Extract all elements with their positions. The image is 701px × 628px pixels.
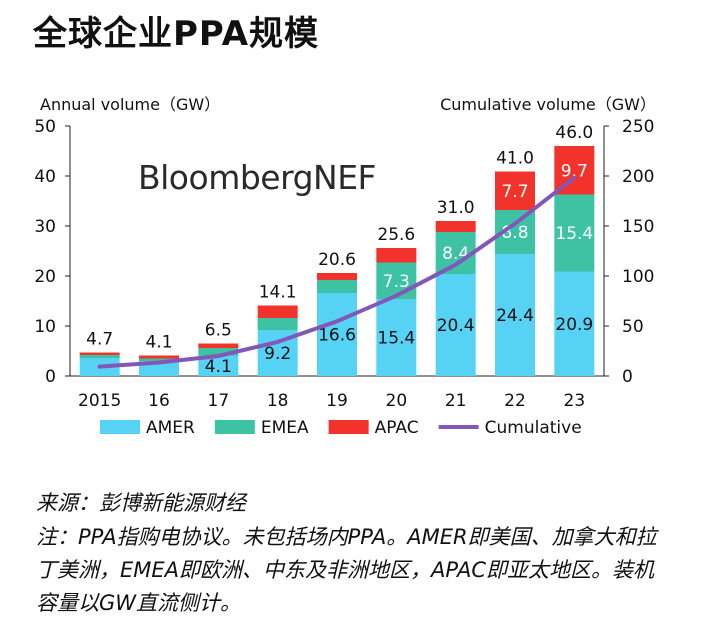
segment-label: 15.4 — [555, 224, 593, 244]
source-text: 来源：彭博新能源财经 — [36, 491, 246, 515]
left-tick-label: 10 — [34, 317, 56, 337]
left-tick-label: 40 — [34, 167, 56, 187]
bar-emea — [554, 194, 595, 272]
bar-emea — [79, 355, 120, 358]
right-tick-label: 100 — [622, 267, 654, 287]
segment-label: 7.3 — [383, 272, 410, 292]
segment-label: 20.9 — [555, 315, 593, 335]
x-tick-label: 23 — [564, 391, 586, 411]
legend-label: EMEA — [261, 418, 309, 438]
segment-label: 24.4 — [496, 306, 534, 326]
bar-apac — [198, 343, 239, 348]
segment-label: 7.7 — [501, 182, 528, 202]
total-label: 4.1 — [145, 333, 172, 353]
right-tick-label: 0 — [622, 367, 633, 387]
total-label: 46.0 — [555, 123, 593, 143]
bar-emea — [198, 348, 239, 356]
bar-emea — [257, 318, 298, 330]
left-tick-label: 30 — [34, 217, 56, 237]
left-tick-label: 50 — [34, 117, 56, 137]
left-axis-title: Annual volume（GW） — [40, 95, 220, 114]
legend-label: Cumulative — [485, 418, 582, 438]
bar-emea — [376, 262, 417, 299]
x-tick-label: 18 — [267, 391, 289, 411]
x-tick-label: 16 — [148, 391, 170, 411]
page-title: 全球企业PPA规模 — [33, 14, 320, 54]
segment-label: 15.4 — [377, 329, 415, 349]
right-tick-label: 200 — [622, 167, 654, 187]
bar-amer — [435, 274, 476, 376]
bar-apac — [317, 273, 357, 280]
total-label: 4.7 — [86, 330, 113, 350]
bar-amer — [317, 293, 357, 376]
total-label: 20.6 — [318, 250, 356, 270]
segment-label: 20.4 — [437, 316, 475, 336]
x-tick-label: 20 — [386, 391, 408, 411]
total-label: 14.1 — [259, 283, 297, 303]
bloombergnef-logo: BloombergNEF — [138, 158, 376, 197]
segment-label: 9.2 — [264, 344, 291, 364]
legend-label: APAC — [375, 418, 419, 438]
bar-apac — [139, 355, 179, 359]
note-text: 注：PPA指购电协议。未包括场内PPA。AMER即美国、加拿大和拉丁美洲，EME… — [36, 525, 657, 615]
bar-apac — [79, 352, 120, 355]
right-tick-label: 50 — [622, 317, 644, 337]
total-label: 6.5 — [205, 321, 232, 341]
segment-label: 4.1 — [205, 357, 232, 377]
left-tick-label: 20 — [34, 267, 56, 287]
bar-apac — [435, 221, 476, 232]
bar-amer — [198, 355, 239, 376]
segment-label: 16.6 — [318, 326, 356, 346]
legend-swatch-apac — [328, 420, 369, 434]
right-tick-label: 250 — [622, 117, 654, 137]
cumulative-line — [97, 175, 577, 369]
bar-amer — [554, 271, 595, 376]
bar-emea — [317, 280, 357, 293]
x-tick-label: 19 — [326, 391, 348, 411]
x-tick-label: 22 — [504, 391, 526, 411]
right-axis-title: Cumulative volume（GW） — [440, 95, 656, 114]
x-tick-label: 2015 — [78, 391, 121, 411]
bar-amer — [376, 299, 417, 376]
total-label: 31.0 — [437, 198, 475, 218]
bar-emea — [435, 232, 476, 274]
segment-label: 9.7 — [561, 161, 588, 181]
right-tick-label: 150 — [622, 217, 654, 237]
bar-apac — [495, 171, 535, 210]
left-tick-label: 0 — [45, 367, 56, 387]
x-tick-label: 17 — [208, 391, 230, 411]
bar-apac — [257, 305, 298, 318]
x-tick-label: 21 — [445, 391, 467, 411]
legend-label: AMER — [146, 418, 195, 438]
segment-label: 8.4 — [442, 244, 469, 264]
total-label: 25.6 — [377, 225, 415, 245]
legend-swatch-emea — [214, 420, 255, 434]
bar-amer — [495, 254, 535, 376]
ppa-chart: 0 10 20 30 40 50 0 50 100 150 200 250 Annual volume（… — [34, 95, 656, 438]
chart-area: 0 10 20 30 40 50 0 50 100 150 200 250 Annual volume（… — [20, 74, 680, 446]
legend-swatch-amer — [100, 420, 140, 434]
bar-emea — [139, 358, 179, 361]
bar-apac — [376, 248, 417, 263]
total-label: 41.0 — [496, 149, 534, 169]
